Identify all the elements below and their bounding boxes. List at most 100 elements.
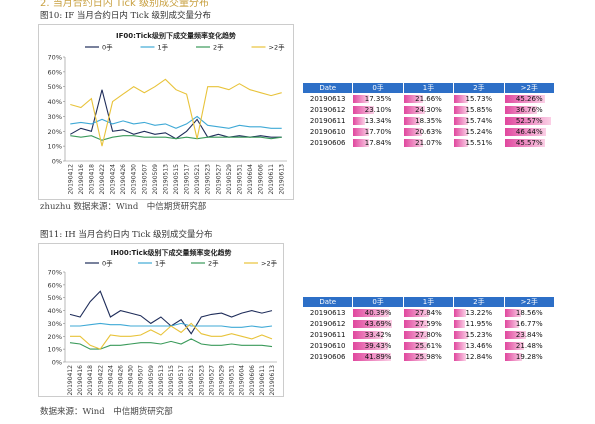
cell: 13.22% bbox=[453, 307, 505, 319]
y-tick-label: 10% bbox=[48, 143, 62, 151]
cell-text: 13.34% bbox=[364, 117, 392, 125]
cell-text: 33.42% bbox=[364, 331, 392, 339]
x-tick-label: 20190529 bbox=[226, 164, 233, 195]
data-bar bbox=[504, 95, 545, 103]
legend-label: >2手 bbox=[269, 43, 286, 52]
cell-text: 21.48% bbox=[515, 342, 543, 350]
data-bar bbox=[403, 353, 427, 361]
table-container: Date 0手 1手 2手 >2手 20190613 17.35% 21.66% 15.73% 4… bbox=[301, 82, 556, 149]
cell: 40.39% bbox=[352, 307, 404, 319]
x-tick-label: 20190613 bbox=[279, 164, 286, 195]
row: 20190606 17.84% 21.07% 15.51% 45.57% bbox=[301, 137, 556, 149]
cell: 11.95% bbox=[453, 318, 505, 330]
cell-text: 17.70% bbox=[364, 128, 392, 136]
cell: 20190610 bbox=[301, 126, 354, 138]
chart: IH00:Tick级别下成交量频率变化趋势 0% 10% 20% 30% 40% 50% 60… bbox=[38, 243, 284, 397]
cell-text: 24.30% bbox=[415, 106, 442, 114]
data-bar bbox=[454, 139, 468, 147]
x-tick-label: 20190517 bbox=[178, 365, 185, 396]
y-tick-label: 30% bbox=[48, 113, 62, 121]
cell-text: 20190612 bbox=[309, 106, 346, 114]
cell-text: 36.76% bbox=[515, 106, 543, 114]
x-tick-label: 20190422 bbox=[99, 164, 106, 195]
legend-label: 0手 bbox=[102, 43, 113, 52]
data-bar bbox=[454, 342, 467, 350]
cell-text: 15.24% bbox=[465, 128, 493, 136]
cell: 46.44% bbox=[503, 126, 556, 138]
section-heading: 2. 当月合约日内 Tick 级别成交量分布 bbox=[40, 0, 209, 9]
cell: 20190606 bbox=[301, 351, 354, 363]
cell: 45.57% bbox=[503, 137, 556, 149]
cell: 18.56% bbox=[503, 307, 556, 319]
x-tick-label: 20190424 bbox=[110, 164, 117, 195]
cell: 20190606 bbox=[301, 137, 354, 149]
cell-text: 21.66% bbox=[415, 95, 442, 103]
x-tick-label: 20190521 bbox=[188, 365, 195, 396]
cell-text: 25.98% bbox=[415, 353, 442, 361]
data-bar bbox=[504, 320, 520, 328]
data-bar bbox=[454, 309, 466, 317]
cell: 16.77% bbox=[503, 318, 556, 330]
data-bar bbox=[504, 106, 538, 114]
figure-caption: 图10: IF 当月合约日内 Tick 级别成交量分布 bbox=[40, 11, 212, 21]
y-tick-label: 0% bbox=[52, 158, 62, 166]
header-cell: >2手 bbox=[503, 296, 556, 308]
header-cell: 1手 bbox=[402, 82, 455, 94]
data-bar bbox=[403, 117, 421, 125]
legend-label: 1手 bbox=[158, 43, 169, 52]
cell-text: 18.56% bbox=[515, 309, 543, 317]
header-row: Date 0手 1手 2手 >2手 bbox=[301, 296, 556, 308]
cell: 36.76% bbox=[503, 104, 556, 116]
cell: 27.84% bbox=[402, 307, 455, 319]
cell-text: 17.35% bbox=[364, 95, 392, 103]
x-tick-label: 20190430 bbox=[131, 164, 138, 195]
y-tick-label: 30% bbox=[48, 320, 62, 328]
cell: 13.46% bbox=[453, 340, 505, 352]
legend-label: 0手 bbox=[102, 259, 113, 268]
cell: 20190612 bbox=[301, 318, 354, 330]
x-tick-label: 20190521 bbox=[194, 164, 201, 195]
y-tick-label: 60% bbox=[48, 281, 62, 289]
x-tick-label: 20190509 bbox=[148, 365, 155, 396]
data-bar bbox=[454, 353, 466, 361]
cell-text: 16.77% bbox=[515, 320, 543, 328]
series-line bbox=[70, 135, 282, 141]
cell: 25.61% bbox=[402, 340, 455, 352]
cell-text: 15.23% bbox=[465, 331, 493, 339]
data-bar bbox=[353, 309, 390, 317]
cell: 17.84% bbox=[352, 137, 404, 149]
x-tick-label: 20190604 bbox=[247, 164, 254, 195]
cell: 27.80% bbox=[402, 329, 455, 341]
cell: 45.26% bbox=[503, 93, 556, 105]
x-tick-label: 20190531 bbox=[236, 164, 243, 195]
x-tick-label: 20190418 bbox=[88, 164, 95, 195]
cell: 20190610 bbox=[301, 340, 354, 352]
cell-text: 27.80% bbox=[415, 331, 442, 339]
cell: 15.85% bbox=[453, 104, 505, 116]
data-bar bbox=[504, 342, 524, 350]
data-bar bbox=[403, 106, 426, 114]
cell: 41.89% bbox=[352, 351, 404, 363]
cell-text: 12.84% bbox=[465, 353, 493, 361]
cell: 12.84% bbox=[453, 351, 505, 363]
cell-text: 46.44% bbox=[515, 128, 543, 136]
data-bar bbox=[504, 117, 552, 125]
row: 20190610 17.70% 20.63% 15.24% 46.44% bbox=[301, 126, 556, 138]
cell-text: 19.28% bbox=[515, 353, 543, 361]
x-tick-label: 20190416 bbox=[78, 164, 85, 195]
legend-label: 2手 bbox=[213, 43, 224, 52]
row: 20190611 33.42% 27.80% 15.23% 23.84% bbox=[301, 329, 556, 341]
x-tick-label: 20190430 bbox=[128, 365, 135, 396]
cell-text: 52.57% bbox=[515, 117, 543, 125]
cell-text: 11.95% bbox=[465, 320, 493, 328]
y-tick-label: 10% bbox=[48, 346, 62, 354]
cell-text: 20190613 bbox=[309, 309, 346, 317]
cell: 20.63% bbox=[402, 126, 455, 138]
cell-text: 13.46% bbox=[465, 342, 493, 350]
x-tick-label: 20190507 bbox=[141, 164, 148, 195]
cell: 19.28% bbox=[503, 351, 556, 363]
cell-text: 41.89% bbox=[364, 353, 392, 361]
x-tick-label: 20190515 bbox=[173, 164, 180, 195]
header-cell: Date bbox=[301, 82, 354, 94]
header-cell: 2手 bbox=[453, 82, 505, 94]
